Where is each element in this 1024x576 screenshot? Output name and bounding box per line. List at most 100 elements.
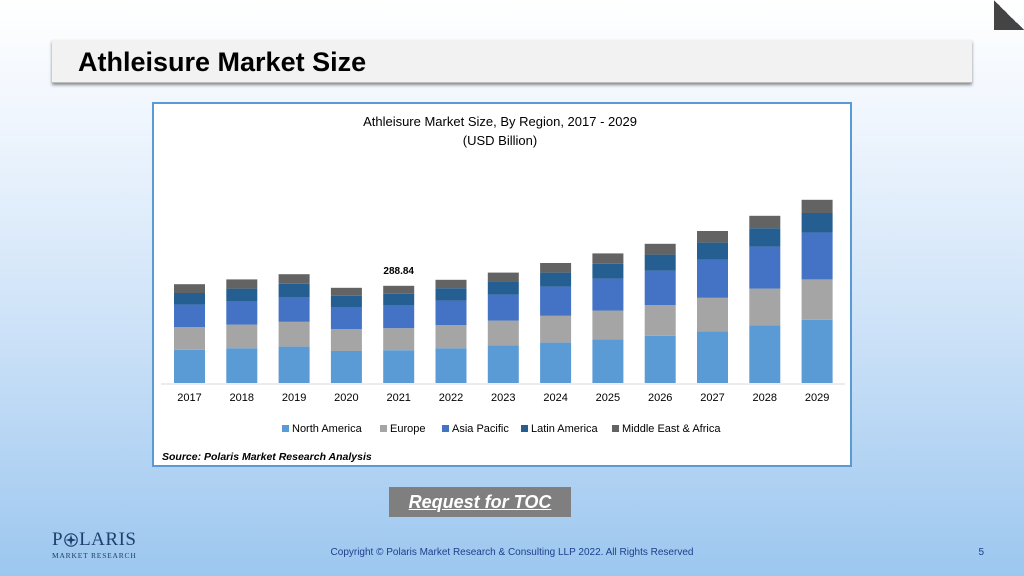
bar-2022-middle-east-africa [435, 279, 467, 289]
bar-2028-middle-east-africa [749, 215, 781, 229]
bar-2027-europe [697, 297, 728, 332]
x-tick-label: 2017 [177, 392, 201, 404]
bar-2019-middle-east-africa [278, 274, 310, 284]
legend-item: Middle East & Africa [612, 423, 721, 435]
bar-2023-north-america [487, 345, 519, 383]
bar-2017-europe [174, 327, 205, 350]
legend-label: Asia Pacific [452, 423, 509, 435]
bar-2018-north-america [226, 348, 258, 383]
bar-2022-asia-pacific [435, 300, 467, 325]
bar-2020-middle-east-africa [330, 287, 362, 296]
corner-fold-decoration [994, 0, 1024, 30]
bar-2025-middle-east-africa [592, 253, 624, 264]
bar-2028-latin-america [749, 228, 781, 247]
x-tick-labels: 2017 2018 2019 2020 2021 2022 2023 2024 2025 2026… [177, 392, 829, 404]
bar-2020-north-america [330, 351, 362, 383]
logo-brand: P LARIS [52, 530, 142, 550]
data-label: 288.84 [383, 266, 414, 277]
bar-2023-middle-east-africa [487, 272, 519, 282]
page-title: Athleisure Market Size [78, 47, 367, 77]
bar-2019-latin-america [278, 283, 310, 297]
polaris-logo: P LARIS MARKET RESEARCH [52, 530, 142, 566]
bar-2024-north-america [540, 342, 572, 383]
bar-2027-north-america [697, 331, 728, 383]
bar-2019-asia-pacific [278, 297, 310, 322]
bars-group [174, 199, 833, 383]
x-tick-label: 2019 [282, 392, 306, 404]
bar-2018-latin-america [226, 288, 258, 301]
compass-star-icon [64, 533, 78, 547]
logo-brand-left: P [52, 529, 64, 550]
bar-2018-asia-pacific [226, 301, 258, 325]
bar-2026-middle-east-africa [644, 243, 676, 255]
x-tick-label: 2024 [543, 392, 567, 404]
legend-item: Asia Pacific [442, 423, 509, 435]
legend-swatch [282, 425, 289, 432]
bar-2025-latin-america [592, 263, 624, 279]
x-tick-label: 2020 [334, 392, 358, 404]
title-bar: Athleisure Market Size [52, 40, 972, 83]
bar-2026-north-america [644, 335, 676, 383]
stacked-bar-chart: Athleisure Market Size, By Region, 2017 … [161, 114, 845, 463]
bar-2022-latin-america [435, 288, 467, 301]
legend: North America Europe Asia Pacific Latin Ame… [282, 423, 721, 435]
bar-2019-europe [278, 321, 310, 347]
bar-2019-north-america [278, 346, 310, 383]
bar-2029-europe [801, 279, 833, 320]
x-tick-label: 2027 [700, 392, 724, 404]
legend-label: Europe [390, 423, 425, 435]
bar-2018-europe [226, 324, 258, 349]
bar-2028-asia-pacific [749, 246, 781, 289]
x-tick-label: 2029 [805, 392, 829, 404]
bar-2024-middle-east-africa [540, 263, 572, 273]
x-tick-label: 2018 [230, 392, 254, 404]
bar-2017-middle-east-africa [174, 284, 205, 293]
bar-2024-asia-pacific [540, 286, 572, 316]
bar-2029-latin-america [801, 213, 833, 233]
bar-2024-europe [540, 315, 572, 343]
legend-label: Latin America [531, 423, 599, 435]
bar-2026-europe [644, 305, 676, 336]
bar-2025-north-america [592, 339, 624, 383]
bar-2021-middle-east-africa [383, 285, 415, 294]
bar-2021-europe [383, 328, 415, 351]
bar-2023-europe [487, 320, 519, 346]
bar-2020-europe [330, 329, 362, 351]
legend-label: Middle East & Africa [622, 423, 721, 435]
legend-swatch [442, 425, 449, 432]
chart-title: Athleisure Market Size, By Region, 2017 … [363, 114, 637, 129]
bar-2017-north-america [174, 349, 205, 383]
bar-2021-latin-america [383, 293, 415, 306]
bar-2021-north-america [383, 350, 415, 383]
legend-label: North America [292, 423, 363, 435]
bar-2027-asia-pacific [697, 259, 728, 298]
bar-2021-asia-pacific [383, 305, 415, 329]
x-tick-label: 2028 [753, 392, 777, 404]
x-tick-label: 2023 [491, 392, 515, 404]
bar-2027-middle-east-africa [697, 231, 728, 243]
legend-item: Europe [380, 423, 425, 435]
chart-subtitle: (USD Billion) [463, 133, 537, 148]
bar-2017-latin-america [174, 293, 205, 305]
logo-brand-right: LARIS [79, 529, 137, 550]
legend-item: North America [282, 423, 363, 435]
x-tick-label: 2021 [386, 392, 410, 404]
bar-2020-asia-pacific [330, 307, 362, 329]
bar-2020-latin-america [330, 295, 362, 307]
logo-subtitle: MARKET RESEARCH [52, 551, 137, 560]
legend-swatch [612, 425, 619, 432]
data-labels: 288.84 [383, 266, 414, 277]
x-tick-label: 2026 [648, 392, 672, 404]
request-toc-button[interactable]: Request for TOC [389, 487, 571, 517]
bar-2025-asia-pacific [592, 278, 624, 311]
bar-2022-europe [435, 325, 467, 349]
legend-swatch [521, 425, 528, 432]
bar-2023-latin-america [487, 281, 519, 295]
x-tick-label: 2025 [596, 392, 620, 404]
bar-2029-asia-pacific [801, 232, 833, 280]
bar-2023-asia-pacific [487, 294, 519, 321]
bar-2026-asia-pacific [644, 270, 676, 305]
page-number: 5 [978, 547, 984, 558]
bar-2029-north-america [801, 319, 833, 383]
bar-2018-middle-east-africa [226, 279, 258, 289]
